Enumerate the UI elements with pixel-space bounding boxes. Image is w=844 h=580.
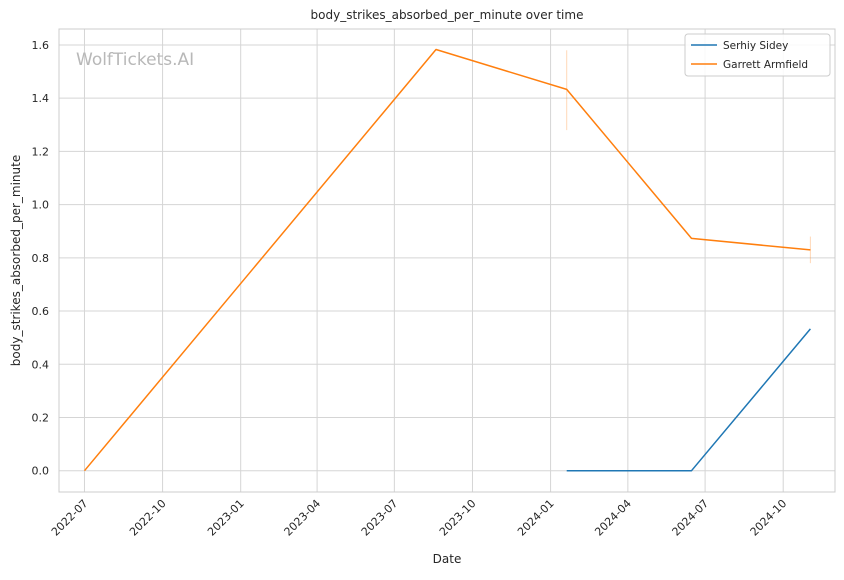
y-axis-ticks: 0.0 0.2 0.4 0.6 0.8 1.0 1.2 1.4 1.6 xyxy=(32,39,50,478)
grid xyxy=(59,29,835,492)
series-line-serhiy-sidey xyxy=(566,328,811,472)
chart-title: body_strikes_absorbed_per_minute over ti… xyxy=(311,8,584,22)
y-tick-label: 1.0 xyxy=(32,199,50,212)
y-tick-label: 0.4 xyxy=(32,358,50,371)
series-line-garrett-armfield xyxy=(83,48,811,472)
y-tick-label: 1.4 xyxy=(32,92,50,105)
y-tick-label: 0.8 xyxy=(32,252,50,265)
legend-label: Garrett Armfield xyxy=(723,59,808,71)
y-axis-label: body_strikes_absorbed_per_minute xyxy=(9,155,23,366)
y-tick-label: 0.0 xyxy=(32,465,50,478)
legend-label: Serhiy Sidey xyxy=(723,40,788,52)
x-axis-label: Date xyxy=(433,552,462,566)
y-tick-label: 0.2 xyxy=(32,411,50,424)
legend-box xyxy=(684,33,831,77)
plot-frame xyxy=(58,28,836,493)
legend: Serhiy Sidey Garrett Armfield xyxy=(684,33,831,77)
y-tick-label: 1.2 xyxy=(32,145,50,158)
y-tick-label: 1.6 xyxy=(32,39,50,52)
watermark: WolfTickets.AI xyxy=(76,50,194,70)
y-tick-label: 0.6 xyxy=(32,305,50,318)
series-layer xyxy=(83,48,811,472)
